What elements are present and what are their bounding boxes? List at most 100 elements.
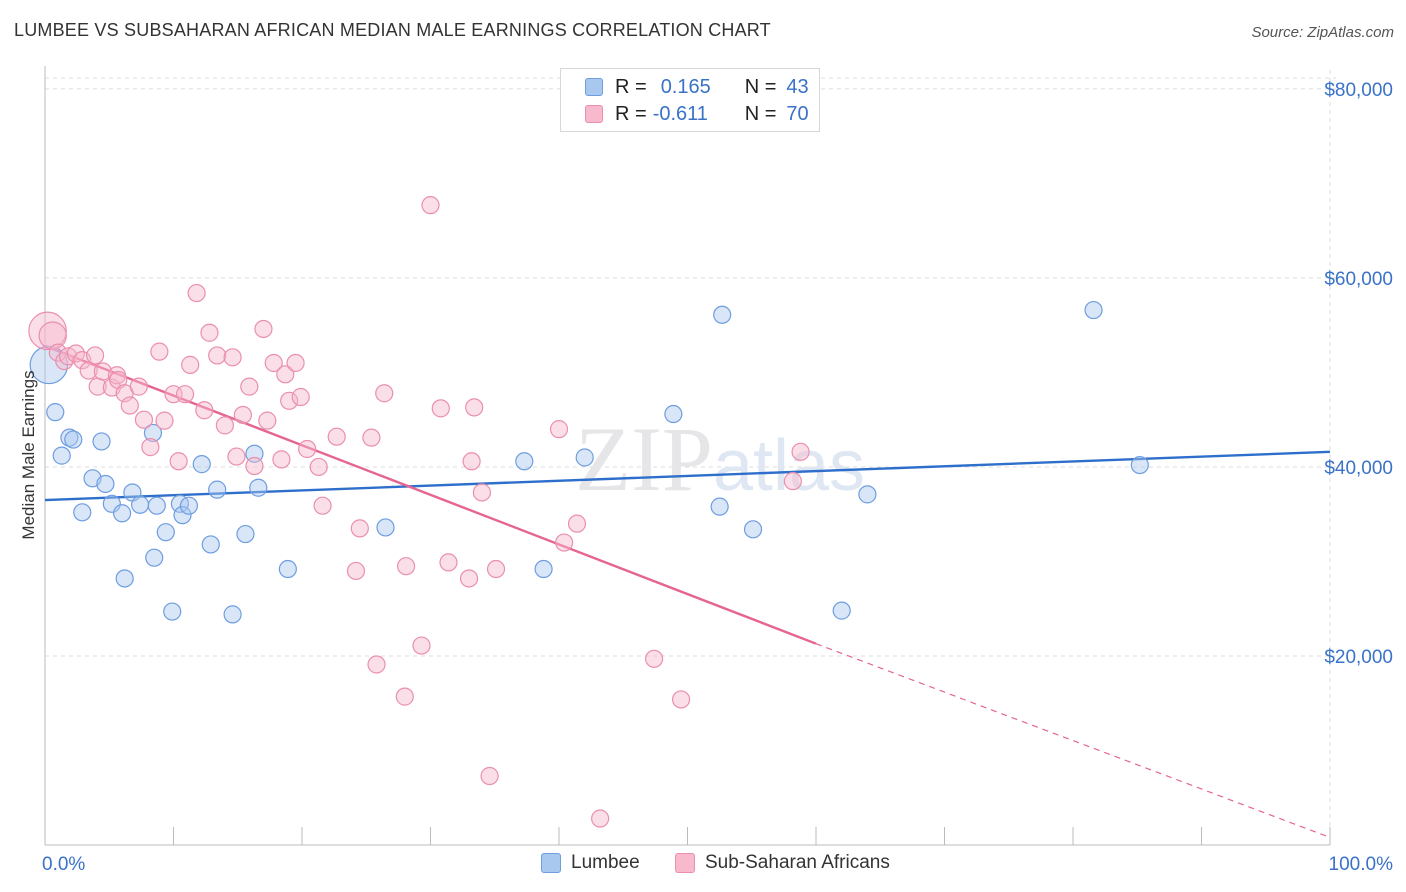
stats-legend: R = 0.165 N = 43 R = -0.611 N = 70 (560, 68, 820, 132)
ssa-point (396, 557, 416, 576)
ssa-point (169, 452, 188, 471)
axes (44, 66, 1331, 846)
ssa-point (141, 438, 160, 457)
ssa-point (298, 439, 317, 459)
data-points (28, 196, 1149, 828)
ssa-point (327, 427, 346, 446)
r-value: -0.611 (652, 102, 708, 125)
ssa-point (309, 457, 328, 477)
ssa-point (86, 346, 105, 365)
ssa-point (421, 196, 440, 215)
r-label: R = (615, 102, 647, 125)
ssa-point (280, 391, 299, 410)
ssa-point (276, 365, 295, 384)
trend-lines (44, 344, 1331, 839)
ssa-point (227, 447, 246, 466)
lumbee-point (170, 494, 190, 513)
lumbee-point (236, 524, 255, 544)
ssa-point (462, 452, 481, 471)
lumbee-point (1084, 300, 1103, 320)
chart-title: LUMBEE VS SUBSAHARAN AFRICAN MEDIAN MALE… (14, 20, 771, 40)
ssa-point (671, 690, 691, 709)
ssa-point (549, 420, 569, 439)
lumbee-point (515, 452, 534, 471)
ssa-point (28, 311, 67, 351)
ssa-point (567, 514, 587, 533)
n-value: 43 (786, 75, 809, 98)
lumbee-point (115, 569, 134, 588)
lumbee-point (1130, 455, 1149, 475)
n-value: 70 (786, 102, 809, 125)
lumbee-point (376, 518, 395, 537)
ssa-point (367, 655, 386, 674)
y-tick-label: $20,000 (1324, 647, 1393, 668)
y-tick-label: $60,000 (1324, 269, 1393, 290)
ssa-point (644, 649, 664, 668)
ssa-point (38, 321, 67, 350)
ssa-point (291, 387, 310, 407)
lumbee-point (73, 503, 92, 522)
ssa-point (129, 377, 148, 396)
ssa-point (362, 428, 381, 447)
ssa-point (272, 450, 291, 469)
ssa-point (350, 519, 369, 538)
lumbee-point (858, 485, 877, 504)
lumbee-swatch (541, 853, 561, 873)
ssa-point (791, 442, 810, 461)
lumbee-point (832, 601, 851, 620)
lumbee-point (145, 548, 164, 567)
ssa-point (233, 405, 252, 425)
ssa-point (175, 385, 195, 404)
ssa-trend-line (44, 344, 817, 645)
ssa-point (93, 362, 112, 381)
lumbee-point (156, 523, 175, 542)
r-label: R = (615, 75, 647, 98)
ssa-point (439, 553, 458, 572)
lumbee-point (743, 520, 763, 539)
lumbee-point (201, 535, 220, 554)
ssa-point (258, 411, 277, 430)
ssa-point (459, 569, 479, 588)
lumbee-point (278, 559, 297, 579)
watermark-zip: ZIP (575, 408, 713, 510)
tick-labels: $20,000 $40,000 $60,000 $80,000 0.0% 100.0% (42, 80, 1393, 875)
x-tick-label: 100.0% (1329, 854, 1394, 875)
ssa-swatch (675, 853, 695, 873)
lumbee-point (173, 506, 192, 525)
ssa-point (375, 384, 394, 403)
ssa-point (313, 496, 332, 515)
ssa-point (286, 353, 305, 373)
y-tick-label: $80,000 (1324, 80, 1393, 101)
ssa-trend-extension (815, 643, 1331, 839)
ssa-point (215, 416, 234, 435)
ssa-point (486, 559, 506, 579)
lumbee-point (143, 423, 163, 443)
lumbee-point (710, 497, 729, 516)
ssa-point (195, 401, 214, 420)
ssa-point (431, 399, 450, 418)
watermark-atlas: atlas (713, 426, 865, 506)
lumbee-trend-line (44, 450, 1331, 502)
lumbee-point (147, 496, 166, 515)
ssa-point (134, 410, 154, 429)
lumbee-point (130, 495, 150, 514)
lumbee-point (575, 448, 594, 467)
y-axis-label: Median Male Earnings (19, 370, 38, 539)
lumbee-point (52, 446, 71, 465)
ssa-swatch (585, 105, 603, 123)
ssa-point (240, 377, 259, 396)
ssa-point (66, 344, 85, 363)
ssa-point (346, 561, 366, 581)
ssa-point (264, 353, 283, 373)
lumbee-point (64, 430, 83, 449)
ssa-point (187, 283, 206, 303)
legend-label: Sub-Saharan Africans (705, 852, 890, 873)
r-value: 0.165 (660, 75, 711, 98)
ssa-point (79, 361, 98, 380)
lumbee-point (96, 474, 115, 494)
stats-row-lumbee: R = 0.165 N = 43 (585, 74, 809, 100)
ssa-point (208, 346, 227, 365)
lumbee-point (534, 559, 553, 579)
ssa-point (254, 319, 273, 339)
